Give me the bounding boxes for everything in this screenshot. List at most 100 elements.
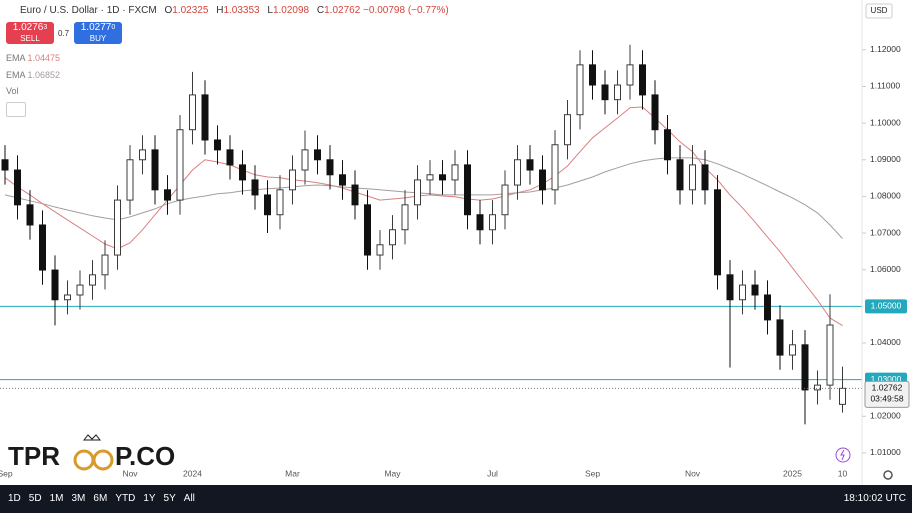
candle-body bbox=[239, 164, 246, 181]
h-label: H bbox=[216, 5, 224, 16]
range-button[interactable]: 1Y bbox=[143, 493, 156, 504]
y-tick-label: 1.04000 bbox=[870, 337, 901, 347]
range-group: 1D 5D 1M 3M 6M YTD 1Y 5Y All bbox=[0, 493, 195, 504]
range-button[interactable]: 6M bbox=[93, 493, 108, 504]
candle-body bbox=[589, 64, 596, 86]
alert-icon[interactable] bbox=[835, 447, 851, 463]
candle-body bbox=[439, 174, 446, 181]
candle-body bbox=[751, 284, 759, 296]
ema-name: EMA bbox=[6, 53, 26, 63]
candle-body bbox=[189, 94, 196, 131]
currency-box[interactable] bbox=[865, 3, 893, 19]
spread: 0.7 bbox=[58, 29, 70, 38]
candle-body bbox=[289, 169, 296, 191]
o-label: O bbox=[164, 5, 173, 16]
watermark: TPR P.CO bbox=[8, 434, 175, 471]
candle-body bbox=[351, 184, 359, 206]
watermark-right: P.CO bbox=[115, 441, 175, 471]
level-label: 1.05000 bbox=[871, 301, 902, 311]
ema-legend: EMA 1.06852 bbox=[6, 70, 60, 80]
candle-body bbox=[401, 204, 409, 231]
candle-body bbox=[426, 174, 434, 181]
sell-price[interactable]: 1.0276 bbox=[12, 22, 44, 33]
sell-pip[interactable]: 3 bbox=[43, 24, 48, 31]
clock: 18:10:02 UTC bbox=[843, 493, 906, 504]
candle-body bbox=[489, 214, 496, 231]
candle-body bbox=[339, 174, 346, 186]
sell-button[interactable]: 1.02763 SELL bbox=[6, 22, 54, 44]
range-button[interactable]: 1D bbox=[8, 493, 21, 504]
c-value: 1.02762 bbox=[324, 5, 361, 16]
settings-icon[interactable] bbox=[883, 470, 893, 480]
collapse-button[interactable] bbox=[6, 102, 26, 117]
candle-body bbox=[826, 324, 834, 386]
candle-body bbox=[801, 344, 809, 391]
range-button[interactable]: 3M bbox=[71, 493, 86, 504]
candle-body bbox=[51, 269, 59, 301]
x-tick-label: Sep bbox=[585, 468, 600, 478]
h-value: 1.03353 bbox=[223, 5, 260, 16]
candle-body bbox=[576, 64, 584, 116]
buy-pip[interactable]: 0 bbox=[111, 24, 116, 31]
candle-body bbox=[264, 194, 271, 216]
buy-price[interactable]: 1.0277 bbox=[80, 22, 112, 33]
candle-body bbox=[526, 159, 534, 171]
chart: USD TPR P.CO 1.12000 1.11000 1.10000 1.0900… bbox=[0, 0, 910, 485]
candle-body bbox=[651, 94, 659, 131]
y-tick-label: 1.11000 bbox=[870, 81, 900, 91]
x-tick-label: Jul bbox=[487, 468, 498, 478]
buy-label[interactable]: BUY bbox=[89, 34, 107, 43]
candle-body bbox=[126, 159, 134, 201]
candle-body bbox=[226, 149, 234, 166]
candle-body bbox=[26, 204, 34, 226]
candle-body bbox=[14, 169, 21, 206]
candle-body bbox=[276, 189, 284, 216]
candle-body bbox=[764, 294, 771, 321]
change: −0.00798 (−0.77%) bbox=[363, 5, 449, 16]
candle-body bbox=[564, 114, 571, 146]
candle-body bbox=[551, 144, 559, 191]
candle-body bbox=[739, 284, 746, 301]
candle-body bbox=[676, 159, 684, 191]
watermark-left: TPR bbox=[8, 441, 60, 471]
y-tick-label: 1.08000 bbox=[870, 191, 901, 201]
y-tick-label: 1.12000 bbox=[870, 44, 901, 54]
x-tick-label: Nov bbox=[122, 468, 138, 478]
candle-body bbox=[839, 387, 846, 405]
alert-bolt[interactable] bbox=[840, 449, 845, 461]
ema-value: 1.06852 bbox=[27, 70, 61, 80]
l-label: L bbox=[267, 5, 273, 16]
y-tick-label: 1.01000 bbox=[870, 447, 901, 457]
candle-body bbox=[539, 169, 546, 191]
candle-body bbox=[76, 284, 84, 296]
range-button[interactable]: All bbox=[183, 493, 195, 504]
candle-body bbox=[689, 164, 696, 191]
range-button[interactable]: 5Y bbox=[163, 493, 176, 504]
ema-line bbox=[4, 157, 843, 239]
candle-body bbox=[626, 64, 634, 86]
legend-header: Euro / U.S. Dollar · 1D · FXCM O1.02325 … bbox=[20, 5, 449, 16]
candle-body bbox=[376, 244, 384, 256]
candle-body bbox=[251, 179, 259, 196]
x-tick-label: May bbox=[384, 468, 401, 478]
range-button[interactable]: 5D bbox=[28, 493, 42, 504]
candle-body bbox=[464, 164, 471, 216]
candle-body bbox=[39, 224, 46, 271]
candle-body bbox=[501, 184, 509, 216]
y-tick-label: 1.07000 bbox=[870, 227, 901, 237]
l-value: 1.02098 bbox=[272, 5, 310, 16]
x-tick-label: 2025 bbox=[783, 468, 802, 478]
ema-legend: EMA 1.04475 bbox=[6, 53, 60, 63]
x-tick-label: Mar bbox=[285, 468, 300, 478]
currency[interactable]: USD bbox=[871, 6, 888, 15]
x-tick-label: Nov bbox=[685, 468, 701, 478]
symbol[interactable]: Euro / U.S. Dollar · 1D · FXCM bbox=[20, 5, 157, 16]
price-box bbox=[864, 380, 910, 408]
price-label: 1.02762 bbox=[872, 383, 903, 393]
sell-label[interactable]: SELL bbox=[20, 34, 40, 43]
candle-body bbox=[726, 274, 734, 301]
candle-body bbox=[364, 204, 371, 256]
range-button[interactable]: 1M bbox=[49, 493, 64, 504]
buy-button[interactable]: 1.02770 BUY bbox=[74, 22, 122, 44]
range-button[interactable]: YTD bbox=[115, 493, 136, 504]
